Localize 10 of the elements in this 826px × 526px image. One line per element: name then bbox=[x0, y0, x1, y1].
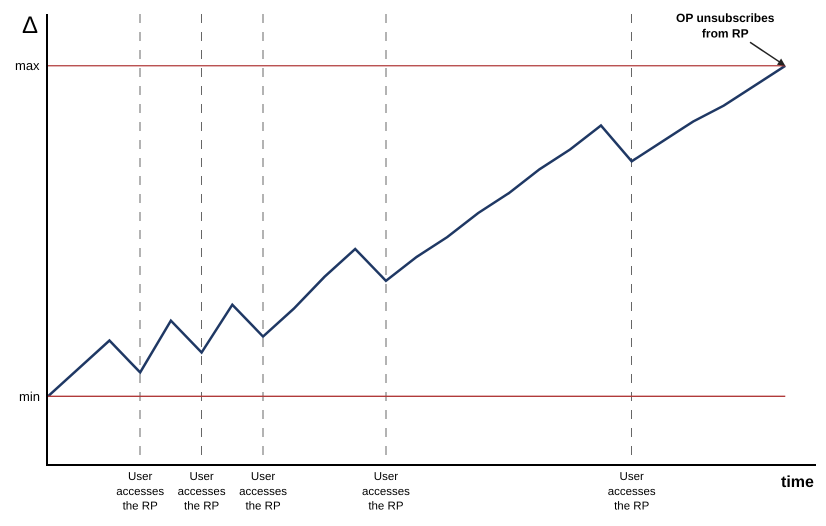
x-tick-label: User accesses the RP bbox=[178, 470, 226, 513]
x-tick-label: User accesses the RP bbox=[362, 470, 410, 513]
x-tick-label: User accesses the RP bbox=[608, 470, 656, 513]
ref-line-label: min bbox=[19, 389, 40, 404]
ref-line-label: max bbox=[15, 58, 40, 73]
x-tick-label: User accesses the RP bbox=[116, 470, 164, 513]
x-tick-label: User accesses the RP bbox=[239, 470, 288, 513]
text: OP unsubscribes from RP bbox=[676, 11, 775, 41]
x-axis-title: time bbox=[781, 474, 814, 491]
y-axis-title: Δ bbox=[22, 12, 38, 39]
